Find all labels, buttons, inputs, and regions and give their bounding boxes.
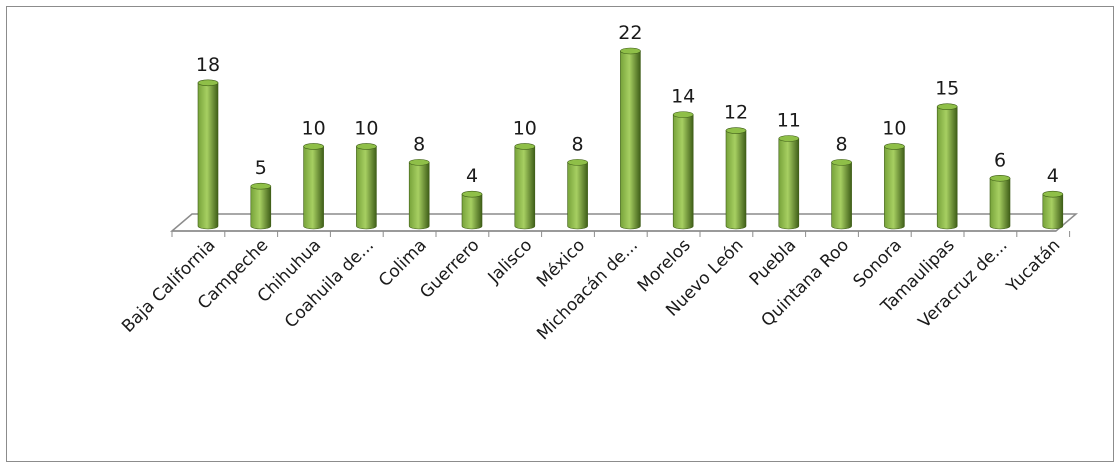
- data-label: 10: [354, 117, 378, 139]
- bar-body: [197, 82, 219, 230]
- bar-top: [884, 143, 905, 150]
- bar-body: [936, 106, 958, 230]
- data-label: 8: [572, 133, 584, 155]
- bar: [831, 159, 852, 230]
- bar-top: [831, 159, 852, 166]
- bar: [989, 174, 1011, 230]
- data-label: 18: [196, 54, 220, 76]
- bar-body: [514, 146, 536, 230]
- bar: [197, 79, 219, 230]
- bar-body: [567, 162, 588, 230]
- bar: [620, 47, 641, 230]
- bar-top: [356, 143, 377, 150]
- bar-body: [725, 130, 747, 230]
- bar-top: [672, 111, 694, 118]
- bar-top: [461, 190, 483, 198]
- bar: [303, 143, 324, 230]
- bar: [778, 135, 800, 230]
- data-label: 5: [255, 157, 267, 179]
- data-label: 10: [302, 117, 326, 139]
- data-label: 8: [413, 133, 425, 155]
- bar-body: [884, 146, 905, 230]
- bar-body: [672, 114, 694, 230]
- category-label: Jalisco: [484, 235, 537, 288]
- category-label: Michoacán de...: [533, 235, 642, 344]
- bar-body: [831, 162, 852, 230]
- data-label: 14: [671, 86, 695, 108]
- bar: [356, 143, 377, 230]
- data-label: 10: [882, 117, 906, 139]
- data-label: 12: [724, 102, 748, 124]
- data-label: 8: [836, 133, 848, 155]
- bar-top: [567, 159, 588, 166]
- bar: [567, 159, 588, 230]
- bar: [408, 159, 430, 230]
- bar: [936, 103, 958, 230]
- bar: [725, 127, 747, 230]
- bar-body: [356, 146, 377, 230]
- bar-top: [725, 127, 747, 134]
- bar-body: [461, 193, 483, 230]
- data-label: 15: [935, 78, 959, 100]
- bar-body: [989, 177, 1011, 230]
- bar-top: [936, 103, 958, 110]
- bar-top: [250, 182, 272, 190]
- bar-body: [778, 138, 800, 230]
- bar: [514, 143, 536, 230]
- bar-top: [778, 135, 800, 142]
- bar-top: [1042, 190, 1064, 198]
- bar-body: [250, 185, 272, 230]
- bar: [1042, 190, 1064, 230]
- bar: [884, 143, 905, 230]
- bar: [672, 111, 694, 230]
- data-label: 4: [1047, 165, 1059, 187]
- chart-frame: [6, 6, 1114, 462]
- bar-body: [303, 146, 324, 230]
- bar-top: [620, 47, 641, 55]
- data-label: 6: [994, 149, 1006, 171]
- bar-top: [514, 143, 536, 150]
- bar-top: [197, 79, 219, 87]
- category-label: Baja California: [118, 235, 219, 336]
- category-label: Yucatán: [1002, 235, 1064, 297]
- data-label: 11: [777, 110, 801, 132]
- bar-top: [303, 143, 324, 150]
- bar-top: [408, 159, 430, 166]
- bar-body: [408, 162, 430, 230]
- bar: [461, 190, 483, 230]
- data-label: 22: [618, 22, 642, 44]
- data-label: 10: [513, 117, 537, 139]
- bar-top: [989, 174, 1011, 182]
- data-label: 4: [466, 165, 478, 187]
- bar-body: [620, 50, 641, 230]
- bar-body: [1042, 193, 1064, 230]
- bar: [250, 182, 272, 230]
